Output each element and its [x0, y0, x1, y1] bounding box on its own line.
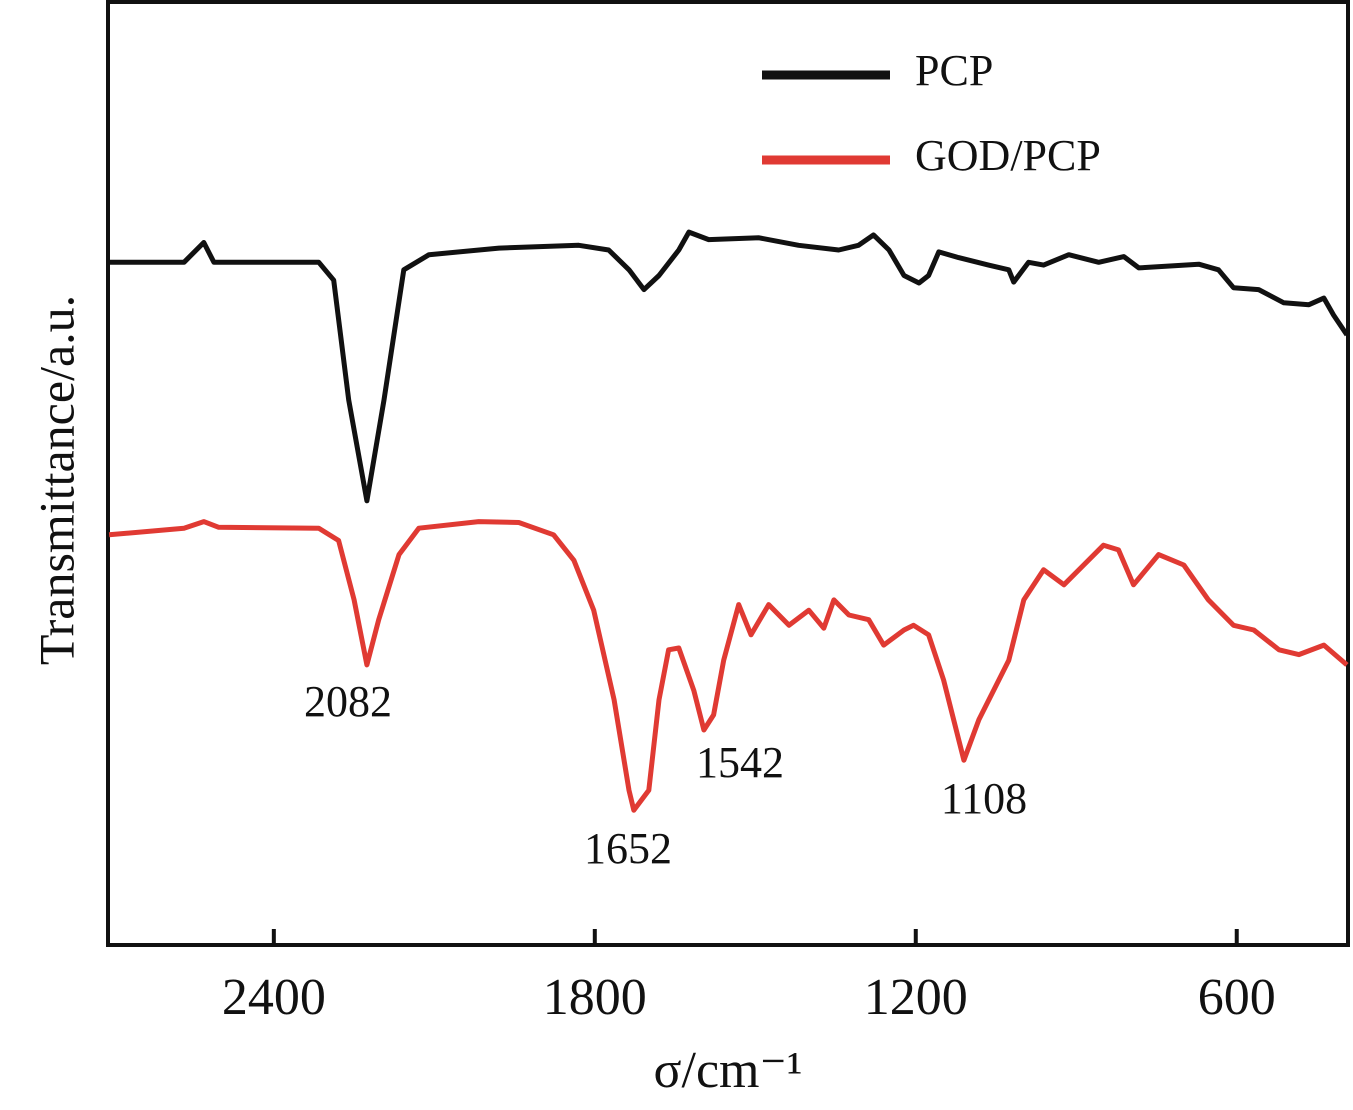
peak-label: 1108 — [941, 774, 1027, 823]
x-tick-label: 600 — [1198, 969, 1276, 1026]
x-tick-label: 1200 — [864, 969, 968, 1026]
x-tick-label: 2400 — [222, 969, 326, 1026]
y-axis-label: Transmittance/a.u. — [28, 295, 84, 665]
peak-label: 2082 — [304, 677, 392, 726]
spectrum-line — [109, 229, 1349, 504]
peak-label: 1542 — [696, 738, 784, 787]
legend-label: GOD/PCP — [915, 131, 1101, 180]
x-tick-label: 1800 — [543, 969, 647, 1026]
peak-label: 1652 — [584, 824, 672, 873]
legend-label: PCP — [915, 46, 993, 95]
plot-frame — [106, 0, 1350, 947]
spectrum-line — [108, 519, 1349, 813]
x-axis-label: σ/cm⁻¹ — [653, 1042, 802, 1099]
